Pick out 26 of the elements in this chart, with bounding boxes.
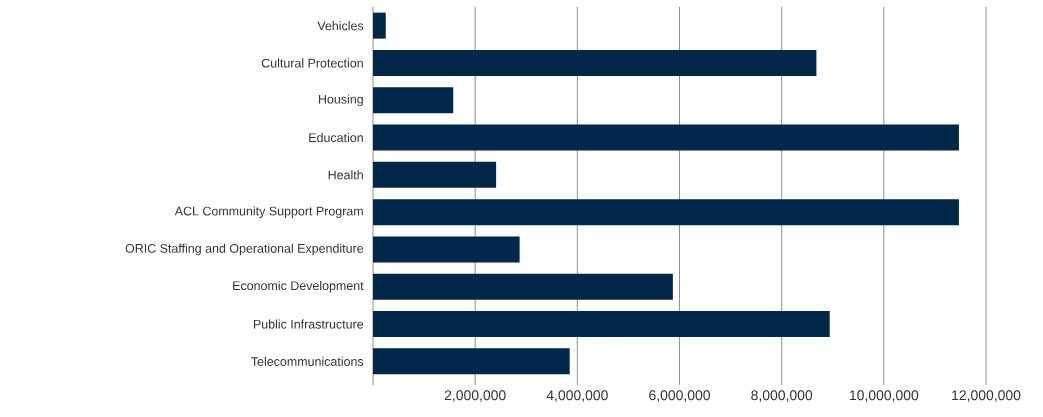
bar (373, 236, 520, 263)
y-tick-label: Health (328, 170, 363, 180)
bar (373, 87, 454, 114)
y-tick-label: Housing (318, 94, 363, 107)
bar (373, 273, 673, 300)
y-tick-label: Vehicles (317, 21, 364, 31)
bar (373, 199, 959, 226)
y-tick-label: Telecommunications (251, 356, 364, 366)
bar (373, 124, 959, 151)
x-tick-label: 12,000,000 (952, 390, 1021, 402)
bar (373, 49, 817, 76)
bar (373, 311, 830, 338)
bar (373, 161, 497, 188)
x-tick-label: 8,000,000 (751, 390, 813, 402)
y-tick-label: ORIC Staffing and Operational Expenditure (125, 243, 364, 256)
y-tick-label: ACL Community Support Program (174, 206, 363, 218)
y-tick-label: Economic Development (233, 280, 364, 293)
x-tick-label: 10,000,000 (850, 390, 919, 402)
y-tick-label: Education (309, 132, 363, 143)
x-tick-label: 6,000,000 (649, 390, 710, 402)
x-tick-label: 2,000,000 (444, 390, 506, 402)
bar (373, 348, 570, 375)
bar (373, 12, 386, 39)
y-tick-label: Public Infrastructure (253, 319, 364, 329)
y-tick-label: Cultural Protection (261, 58, 363, 68)
x-tick-label: 4,000,000 (546, 390, 608, 402)
